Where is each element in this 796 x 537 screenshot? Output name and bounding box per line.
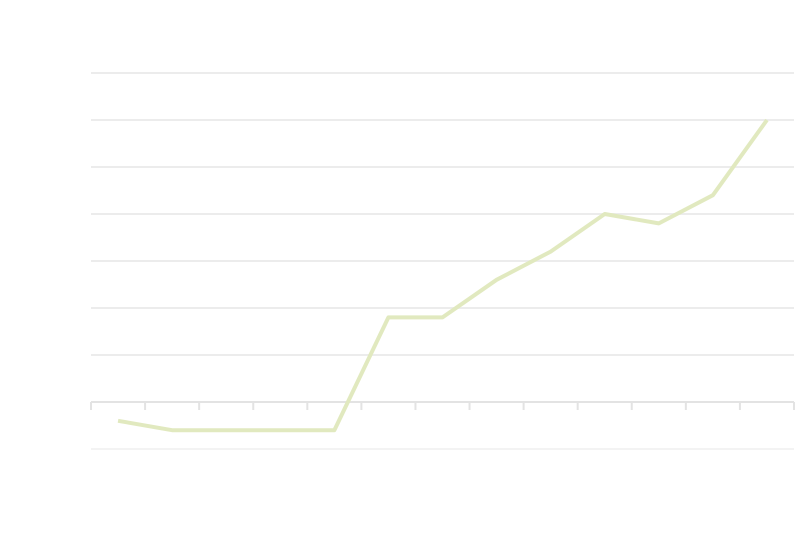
line-series bbox=[117, 118, 769, 433]
